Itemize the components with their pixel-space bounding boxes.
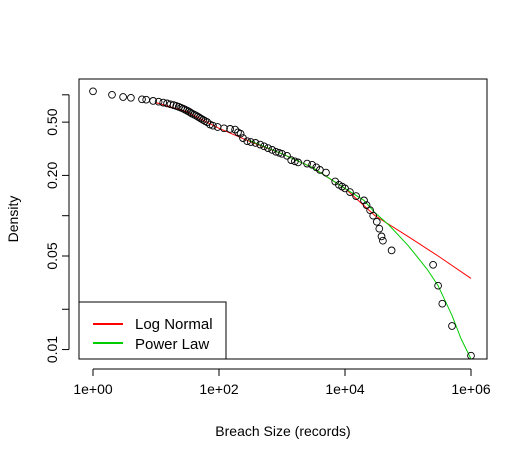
data-point: [260, 142, 268, 151]
data-point: [352, 192, 360, 200]
scatter-points: [89, 87, 475, 360]
y-tick-label: 0.20: [44, 162, 60, 189]
y-axis-title: Density: [5, 196, 21, 243]
data-point: [89, 87, 97, 96]
data-point: [287, 156, 296, 164]
data-point: [226, 125, 234, 133]
data-point: [438, 299, 447, 308]
data-point: [294, 158, 302, 167]
data-point: [256, 140, 265, 149]
data-point: [213, 123, 222, 131]
legend-label-power-law: Power Law: [135, 336, 209, 353]
data-point: [291, 157, 299, 166]
x-axis: 1e+00 1e+02 1e+04 1e+06: [73, 368, 491, 397]
data-point: [308, 160, 316, 169]
data-point: [127, 93, 135, 102]
data-point: [236, 129, 245, 138]
data-point: [154, 97, 163, 106]
data-point: [108, 90, 116, 99]
data-point: [149, 97, 157, 105]
fit-line-power-law: [248, 139, 472, 360]
data-point: [231, 125, 239, 134]
x-tick-label: 1e+04: [325, 381, 365, 397]
data-point: [209, 121, 217, 130]
data-point: [142, 95, 151, 104]
x-tick-label: 1e+02: [199, 381, 239, 397]
data-point: [434, 281, 442, 290]
data-point: [346, 188, 354, 196]
data-point: [448, 322, 456, 330]
legend: Log Normal Power Law: [78, 301, 227, 360]
data-point: [377, 232, 386, 241]
data-point: [246, 138, 255, 146]
data-point: [203, 118, 212, 126]
data-point: [379, 236, 387, 245]
y-axis: 0.01 0.05 0.20 0.50: [44, 94, 70, 363]
y-tick-label: 0.01: [44, 336, 60, 363]
x-tick-label: 1e+06: [451, 381, 491, 397]
data-point: [283, 151, 291, 160]
data-point: [268, 146, 277, 154]
data-point: [138, 95, 146, 104]
data-point: [220, 124, 228, 133]
y-tick-label: 0.50: [44, 108, 60, 135]
x-tick-label: 1e+00: [73, 381, 113, 397]
data-point: [251, 139, 260, 147]
x-axis-title: Breach Size (records): [215, 423, 350, 439]
data-point: [303, 159, 311, 168]
data-point: [360, 196, 368, 205]
data-point: [278, 149, 286, 158]
data-point: [467, 351, 475, 360]
y-tick-label: 0.05: [44, 242, 60, 269]
data-point: [369, 211, 378, 220]
data-point: [429, 260, 437, 269]
data-point: [362, 201, 371, 209]
plot-frame: [78, 78, 488, 360]
data-point: [166, 100, 175, 109]
fit-line-log-normal: [155, 102, 472, 279]
data-point: [387, 246, 396, 255]
data-point: [119, 93, 127, 101]
data-point: [341, 184, 349, 193]
legend-box: [78, 301, 227, 360]
data-point: [322, 168, 330, 177]
data-point: [159, 98, 168, 107]
data-point: [372, 217, 381, 226]
data-point: [264, 144, 272, 152]
data-point: [375, 224, 384, 233]
legend-label-log-normal: Log Normal: [135, 316, 213, 333]
data-point: [243, 137, 252, 146]
data-point: [197, 114, 205, 123]
data-point: [199, 116, 207, 124]
